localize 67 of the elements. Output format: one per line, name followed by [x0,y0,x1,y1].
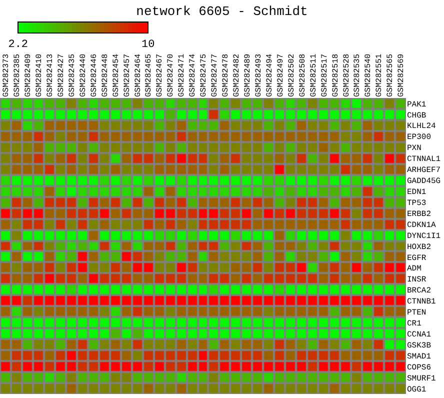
x-tick-label: GSM282413 [46,54,55,97]
y-tick-label: DYNC1I1 [407,232,441,241]
x-tick-label: GSM282477 [210,54,220,97]
y-tick-label: ERBB2 [407,210,432,219]
x-tick-label: GSM282465 [144,54,154,97]
y-tick-label: CR1 [407,320,422,329]
y-tick-label: GSK3B [407,341,432,350]
x-tick-label: GSM282517 [320,54,330,97]
x-tick-label: GSM282497 [276,54,286,97]
x-tick-label: GSM282511 [309,54,318,97]
y-tick-label: PXN [407,144,422,154]
x-tick-label: GSM282540 [364,54,374,97]
x-tick-label: GSM282569 [397,54,406,97]
x-tick-label: GSM282409 [24,54,34,97]
x-tick-label: GSM282454 [112,54,121,97]
x-tick-label: GSM282435 [68,54,77,97]
y-tick-label: CHGB [407,111,426,120]
chart-title: network 6605 - Schmidt [136,4,308,20]
x-tick-label: GSM282518 [331,54,340,97]
x-tick-label: GSM282528 [342,54,352,97]
y-tick-label: CTNNAL1 [407,155,441,164]
y-tick-label: INSR [407,276,426,285]
x-tick-label: GSM282464 [134,54,143,97]
y-tick-label: PAK1 [407,100,426,110]
y-tick-label: EGFR [407,254,426,263]
x-tick-label: GSM282373 [2,54,12,97]
x-tick-label: GSM282440 [78,54,88,97]
y-tick-label: BRCA2 [407,286,432,296]
x-tick-label: GSM282535 [353,54,362,97]
y-tick-label: EP300 [407,133,432,142]
y-tick-label: OGG1 [407,385,426,394]
x-tick-label: GSM282478 [222,54,231,97]
x-tick-label: GSM282489 [243,54,252,97]
x-tick-label: GSM282493 [254,54,264,97]
y-tick-label: CTNNB1 [407,298,436,307]
y-tick-label: TP53 [407,198,426,208]
x-tick-label: GSM282457 [122,54,132,97]
y-tick-label: COPS6 [407,363,432,372]
y-tick-label: KLHL24 [407,122,436,132]
x-tick-label: GSM282467 [156,54,165,97]
y-tick-label: SMURF1 [407,374,436,384]
x-tick-label: GSM282410 [35,54,44,97]
y-tick-label: SMAD1 [407,352,432,362]
y-tick-label: ADM [407,264,422,274]
y-tick-label: HOXB2 [407,242,432,252]
x-tick-label: GSM282427 [56,54,66,97]
color-bar-label: 2.2 [8,39,28,52]
x-tick-label: GSM282474 [188,54,198,97]
x-tick-label: GSM282471 [178,54,187,97]
color-bar-label: 10 [142,39,155,52]
x-tick-label: GSM282470 [166,54,176,97]
x-tick-label: GSM282551 [375,54,384,97]
x-tick-label: GSM282494 [265,54,274,97]
x-tick-label: GSM282508 [298,54,308,97]
x-tick-label: GSM282565 [386,54,396,97]
y-tick-label: CDKN1A [407,220,436,230]
y-tick-label: CCNA1 [407,330,432,340]
x-tick-label: GSM282482 [232,54,242,97]
y-tick-label: GADD45G [407,177,441,186]
x-tick-label: GSM282502 [287,54,296,97]
y-tick-label: ARHGEF7 [407,166,441,176]
x-tick-label: GSM282446 [90,54,99,97]
y-tick-label: EDN1 [407,188,426,197]
x-tick-label: GSM282448 [100,54,110,97]
x-tick-label: GSM282385 [13,54,22,97]
x-tick-label: GSM282475 [200,54,209,97]
y-tick-label: PTEN [407,308,426,318]
